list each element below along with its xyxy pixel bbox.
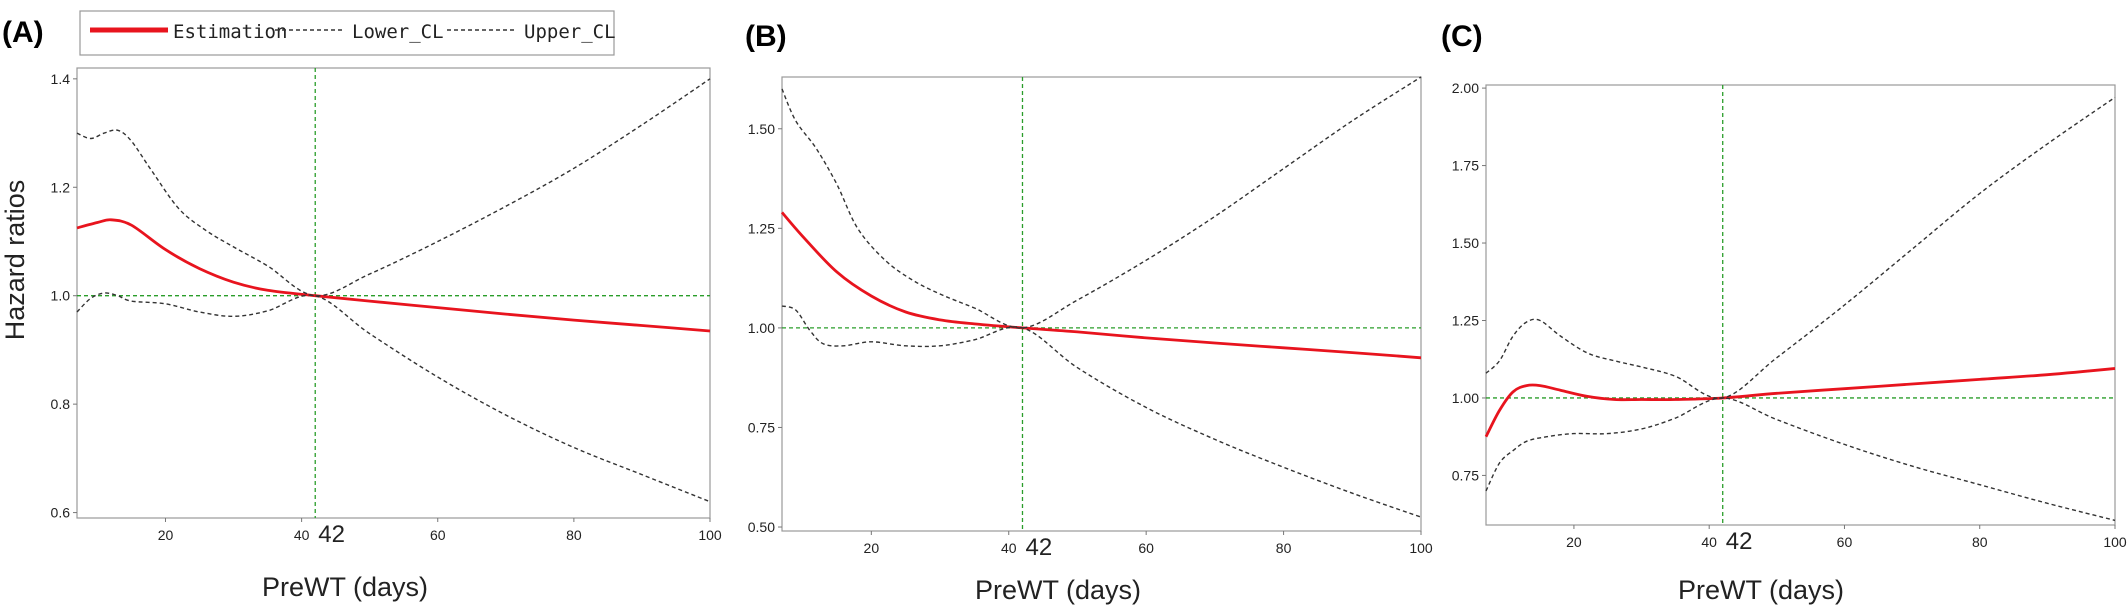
legend-label-lower: Lower_CL: [352, 21, 444, 43]
x-tick-label: 100: [2103, 534, 2127, 550]
x-axis-title-b: PreWT (days): [975, 575, 1141, 605]
x-axis-title-a: PreWT (days): [262, 572, 428, 602]
panel-a: (A) Hazard ratios 20 40 60 80 100 0.6 0.8 1.0 1…: [0, 16, 722, 602]
reference-x-label-a: 42: [318, 521, 345, 548]
x-tick-label: 40: [294, 527, 310, 543]
panel-c: (C) 20 40 60 80 100 0.75 1.00 1.25 1.50 1.75 2.00…: [1441, 20, 2127, 605]
y-tick-label: 1.4: [51, 71, 71, 87]
panel-b: (B) 20 40 60 80 100 0.500.751.001.251.50 42 …: [745, 20, 1433, 605]
reference-x-label-b: 42: [1025, 534, 1052, 561]
series-c: [1484, 96, 2116, 522]
y-tick-label: 1.2: [51, 179, 71, 195]
panel-label-c: (C): [1441, 20, 1483, 53]
series-line-estimation: [1484, 367, 2116, 438]
x-ticks-a: 20 40 60 80 100: [158, 518, 722, 543]
legend-label-estimation: Estimation: [173, 21, 287, 43]
y-tick-label: 0.75: [1452, 467, 1479, 483]
y-tick-label: 1.25: [1452, 312, 1479, 328]
legend-box: [79, 10, 615, 56]
x-tick-label: 80: [1972, 534, 1988, 550]
series-line-upper-cl: [1485, 96, 2116, 399]
plot-area-a: [76, 67, 711, 519]
x-tick-label: 20: [158, 527, 174, 543]
x-tick-label: 100: [1409, 540, 1433, 556]
series-line-upper-cl: [76, 78, 711, 297]
x-tick-label: 40: [1001, 540, 1017, 556]
y-tick-label: 2.00: [1452, 80, 1479, 96]
x-tick-label: 40: [1701, 534, 1717, 550]
series-b: [780, 76, 1422, 518]
plot-area-c: [1485, 84, 2116, 526]
reference-lines-b: [782, 77, 1421, 531]
y-tick-label: 0.8: [51, 396, 71, 412]
y-tick-label: 1.00: [1452, 390, 1479, 406]
y-tick-label: 1.50: [748, 121, 775, 137]
y-ticks-a: 0.6 0.8 1.0 1.2 1.4: [51, 71, 77, 521]
x-tick-label: 80: [1276, 540, 1292, 556]
reference-lines-c: [1486, 85, 2115, 525]
series-a: [76, 78, 711, 503]
x-tick-label: 20: [864, 540, 880, 556]
y-axis-title: Hazard ratios: [0, 180, 30, 341]
legend-label-upper: Upper_CL: [524, 21, 616, 43]
x-tick-label: 60: [430, 527, 446, 543]
y-tick-label: 1.50: [1452, 235, 1479, 251]
y-tick-label: 1.0: [51, 288, 71, 304]
y-tick-label: 0.75: [748, 419, 775, 435]
x-tick-label: 100: [698, 527, 722, 543]
y-ticks-c: 0.75 1.00 1.25 1.50 1.75 2.00: [1452, 80, 1486, 483]
plot-area-b: [781, 76, 1422, 532]
panel-label-a: (A): [2, 16, 44, 49]
series-line-estimation: [76, 218, 711, 333]
x-tick-label: 60: [1138, 540, 1154, 556]
x-ticks-c: 20 40 60 80 100: [1566, 525, 2127, 550]
series-line-lower-cl: [76, 292, 711, 503]
x-tick-label: 20: [1566, 534, 1582, 550]
y-tick-label: 0.6: [51, 505, 71, 521]
reference-lines-a: [77, 68, 710, 518]
x-ticks-b: 20 40 60 80 100: [864, 531, 1433, 556]
y-ticks-b: 0.50 0.75 1.00 1.25 1.50: [748, 121, 782, 535]
series-line-upper-cl: [781, 76, 1422, 329]
x-axis-title-c: PreWT (days): [1678, 575, 1844, 605]
y-tick-label: 1.75: [1452, 158, 1479, 174]
y-tick-label: 1.00: [748, 320, 775, 336]
x-tick-label: 80: [566, 527, 582, 543]
y-tick-label: 0.50: [748, 519, 775, 535]
panel-label-b: (B): [745, 20, 787, 53]
series-line-lower-cl: [1485, 397, 2116, 522]
series-line-lower-cl: [781, 305, 1422, 518]
legend: Estimation Lower_CL Upper_CL: [79, 10, 616, 56]
x-tick-label: 60: [1837, 534, 1853, 550]
reference-x-label-c: 42: [1726, 528, 1753, 555]
y-tick-label: 1.25: [748, 220, 775, 236]
